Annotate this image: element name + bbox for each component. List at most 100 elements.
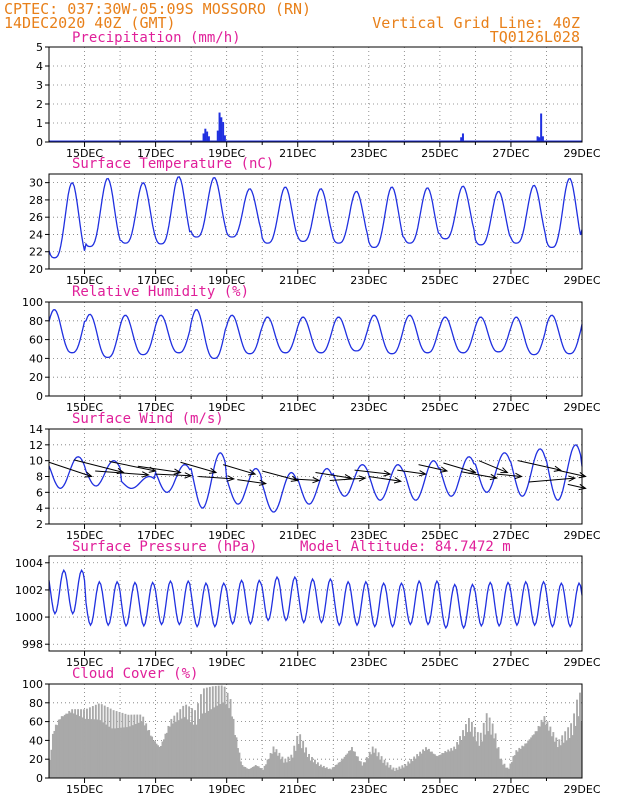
wind-vector-arrow: [418, 464, 449, 473]
cloud-bar: [300, 748, 303, 778]
humidity-ytick-label: 60: [29, 334, 43, 347]
precip-frame: [48, 46, 583, 143]
cloud-bar: [562, 742, 565, 778]
wind-vector-shaft: [461, 471, 497, 479]
humidity-ytick-label: 80: [29, 315, 43, 328]
cloud-bar: [478, 745, 481, 778]
cloud-bar: [226, 692, 229, 778]
cloud-bar: [509, 763, 512, 778]
cloud-bar: [433, 754, 436, 778]
pressure-ytick-label: 1004: [15, 557, 43, 570]
cloud-bar: [439, 754, 442, 778]
pressure-xtick-label: 21DEC: [279, 656, 316, 669]
cloud-bar: [358, 760, 361, 778]
pressure-xtick-label: 17DEC: [137, 656, 174, 669]
cloud-bar: [364, 762, 367, 778]
cloud-bar: [180, 718, 183, 778]
cloud-bar: [257, 766, 260, 778]
cloud-bar: [391, 769, 393, 778]
wind-ytick-label: 12: [29, 439, 43, 452]
cloud-bar: [207, 711, 210, 778]
cloud-bar: [539, 726, 541, 778]
pressure-xtick-label: 15DEC: [66, 656, 103, 669]
wind-vector-head: [84, 471, 93, 478]
cloud-bar: [505, 767, 507, 778]
cloud-bar: [339, 761, 342, 778]
wind-vector-arrow: [478, 460, 509, 474]
cloud-bar: [176, 712, 179, 778]
cloud-bar: [127, 714, 130, 778]
wind-vector-head: [248, 469, 257, 476]
cloud-bar: [417, 756, 420, 778]
cloud-bar: [515, 750, 518, 778]
cloud-bar: [296, 735, 299, 778]
cloud-bar: [173, 715, 176, 778]
cloud-bar: [577, 716, 580, 778]
wind-vector-arrow: [368, 476, 403, 484]
wind-vector-head: [226, 475, 236, 482]
cloud-bar: [521, 745, 524, 778]
humidity-xtick-label: 23DEC: [350, 401, 387, 414]
cloud-bar: [274, 752, 276, 778]
cloud-bar: [251, 766, 254, 778]
wind-vector-shaft: [315, 472, 352, 479]
cloud-bar: [102, 722, 105, 778]
cloud-bar: [204, 712, 207, 778]
cloud-bar: [109, 708, 112, 778]
humidity-xtick-label: 21DEC: [279, 401, 316, 414]
cloud-bar: [444, 751, 447, 778]
wind-vector-shaft: [198, 476, 234, 480]
cloud-bar: [262, 769, 265, 778]
cloud-bar: [242, 766, 245, 778]
cloud-bar: [222, 702, 225, 778]
temp-title: Surface Temperature (nC): [72, 156, 274, 172]
cloud-bar: [105, 724, 108, 778]
wind-vector-head: [568, 475, 577, 482]
wind-vector-arrow: [222, 464, 257, 476]
temp-xtick-label: 15DEC: [66, 274, 103, 287]
humidity-ytick-label: 40: [29, 352, 43, 365]
cloud-bar: [161, 741, 164, 778]
cloud-bar: [460, 740, 463, 778]
cloud-bar: [330, 769, 333, 778]
cloud-bar: [53, 730, 56, 778]
wind-vector-shaft: [557, 469, 586, 477]
cloud-bar: [272, 746, 275, 778]
cloud-bar: [367, 758, 370, 778]
cloud-bar: [279, 759, 282, 778]
precip-bar: [202, 133, 205, 142]
cloud-bar: [490, 734, 493, 778]
cloud-bar: [485, 713, 488, 778]
cloud-bar: [303, 752, 306, 778]
cloud-bar: [524, 743, 527, 778]
cloud-bar: [165, 732, 168, 778]
cloud-bar: [134, 723, 137, 778]
cloud-bar: [454, 749, 457, 778]
cloud-title: Cloud Cover (%): [72, 666, 198, 682]
temp-xtick-label: 27DEC: [492, 274, 529, 287]
cloud-bar: [254, 765, 257, 778]
wind-vector-head: [439, 466, 449, 473]
cloud-bar: [441, 752, 444, 778]
cloud-bar: [93, 719, 96, 778]
temp-xtick-label: 25DEC: [421, 274, 458, 287]
temp-ytick-label: 26: [29, 211, 43, 224]
cloud-bar: [60, 716, 63, 778]
cloud-bar: [450, 748, 453, 778]
wind-vector-arrow: [567, 483, 587, 491]
wind-vector-arrow: [73, 459, 125, 475]
wind-vector-shaft: [155, 473, 192, 477]
humidity-xtick-label: 15DEC: [66, 401, 103, 414]
cloud-bar: [324, 768, 327, 778]
cloud-bar: [484, 734, 487, 778]
cloud-bar: [447, 749, 450, 778]
cloud-bar: [186, 719, 189, 778]
cloud-bar: [453, 746, 456, 778]
cloud-bar: [457, 744, 460, 778]
cloud-bar: [340, 760, 343, 778]
cloud-bar: [65, 713, 68, 778]
wind-ytick-label: 6: [36, 486, 43, 499]
cloud-bar: [345, 754, 347, 778]
cloud-bar: [54, 724, 57, 778]
cloud-bar: [179, 709, 182, 778]
